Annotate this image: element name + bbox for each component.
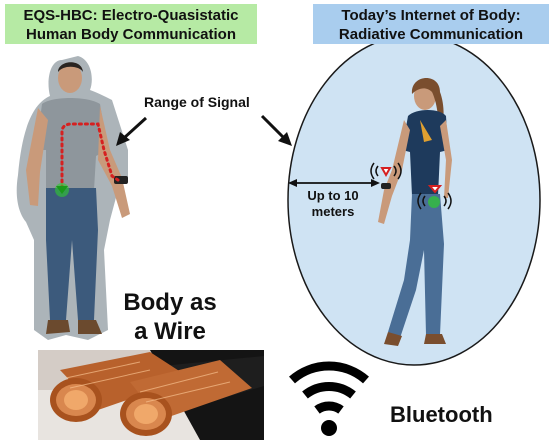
title-eqs-hbc: EQS-HBC: Electro-Quasistatic Human Body … (5, 4, 257, 44)
title-left-line1: EQS-HBC: Electro-Quasistatic (23, 7, 239, 24)
title-right-line1: Today’s Internet of Body: (341, 7, 521, 24)
distance-arrow (288, 179, 380, 187)
body-as-wire-label: Body as a Wire (100, 288, 240, 346)
bluetooth-label: Bluetooth (390, 402, 493, 427)
wifi-dot (321, 420, 337, 436)
title-radiative: Today’s Internet of Body: Radiative Comm… (313, 4, 549, 44)
title-left-line2: Human Body Communication (25, 26, 236, 43)
wire-line1: Body as (123, 289, 217, 316)
distance-line1: Up to 10 (307, 188, 359, 203)
wifi-icon (289, 361, 369, 414)
male-figure (16, 56, 130, 340)
range-arrows (116, 114, 292, 146)
range-of-signal-label: Range of Signal (144, 94, 250, 110)
title-right-line2: Radiative Communication (338, 26, 524, 43)
wrist-device-signal-icon (370, 162, 402, 180)
female-figure (378, 77, 452, 346)
distance-line2: meters (311, 204, 355, 219)
hip-device-signal-icon (417, 185, 452, 210)
body-signal-path (60, 122, 120, 190)
copper-cable-icon (38, 350, 264, 440)
distance-label: Up to 10 meters (296, 188, 370, 220)
wire-line2: a Wire (134, 318, 206, 345)
hip-device-icon (55, 183, 69, 197)
